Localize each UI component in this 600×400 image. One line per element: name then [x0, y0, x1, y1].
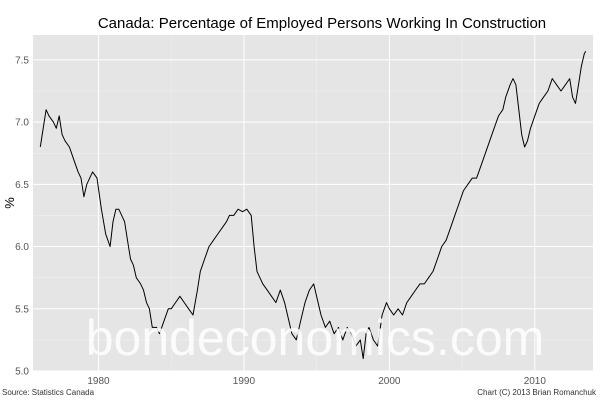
y-tick-label: 6.5: [15, 180, 29, 191]
y-tick-label: 5.5: [15, 304, 29, 315]
y-tick-label: 6.0: [15, 242, 29, 253]
x-tick-labels: 1980 1990 2000 2010: [87, 376, 546, 387]
x-tick-label: 2000: [378, 376, 401, 387]
series-line: [39, 50, 587, 360]
y-tick-label: 7.0: [15, 118, 29, 129]
y-tick-label: 5.0: [15, 367, 29, 378]
y-axis-label: %: [2, 197, 17, 209]
source-note: Source: Statistics Canada: [2, 388, 95, 397]
x-tick-label: 1980: [87, 376, 110, 387]
x-tick-label: 1990: [233, 376, 256, 387]
watermark: bondeconomics.com: [86, 310, 545, 366]
chart-title: Canada: Percentage of Employed Persons W…: [98, 15, 546, 32]
y-tick-label: 7.5: [15, 55, 29, 66]
x-tick-label: 2010: [524, 376, 547, 387]
y-tick-labels: 5.0 5.5 6.0 6.5 7.0 7.5: [15, 55, 29, 377]
gridlines: [33, 35, 593, 372]
credit-note: Chart (C) 2013 Brian Romanchuk: [477, 388, 597, 397]
